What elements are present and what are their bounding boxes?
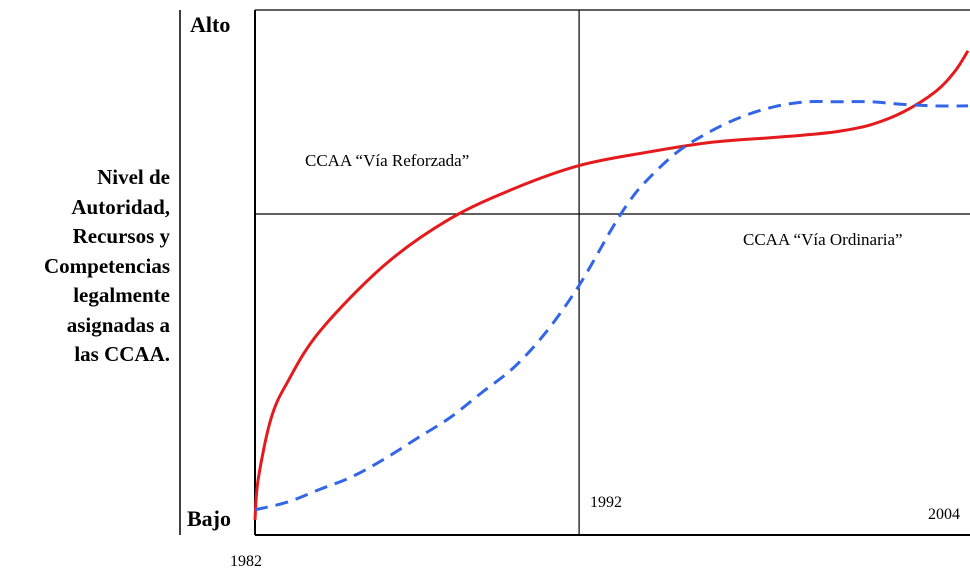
y-axis-label: Nivel de Autoridad, Recursos y Competenc… xyxy=(0,163,170,370)
series-label-via-reforzada: CCAA “Vía Reforzada” xyxy=(305,151,470,170)
x-tick-label-start: 1982 xyxy=(230,553,262,570)
y-axis-label-line: Competencias xyxy=(44,253,170,278)
y-axis-label-line: legalmente xyxy=(73,283,170,307)
series-line-via-ordinaria xyxy=(254,99,969,512)
y-axis-label-line: las CCAA. xyxy=(74,342,170,366)
series-line-via-reforzada xyxy=(253,49,970,521)
y-axis-label-line: asignadas a xyxy=(66,312,170,337)
y-tick-label-bottom: Bajo xyxy=(187,506,231,531)
series-layer xyxy=(253,49,970,521)
x-tick-label-middle: 1992 xyxy=(590,494,622,511)
y-axis-label-line: Nivel de xyxy=(97,165,170,189)
x-tick-label-end: 2004 xyxy=(928,506,960,523)
y-tick-label-top: Alto xyxy=(190,12,231,37)
series-label-via-ordinaria: CCAA “Vía Ordinaria” xyxy=(743,230,903,249)
y-axis-label-line: Autoridad, xyxy=(71,194,170,219)
y-axis-label-line: Recursos y xyxy=(72,224,170,248)
